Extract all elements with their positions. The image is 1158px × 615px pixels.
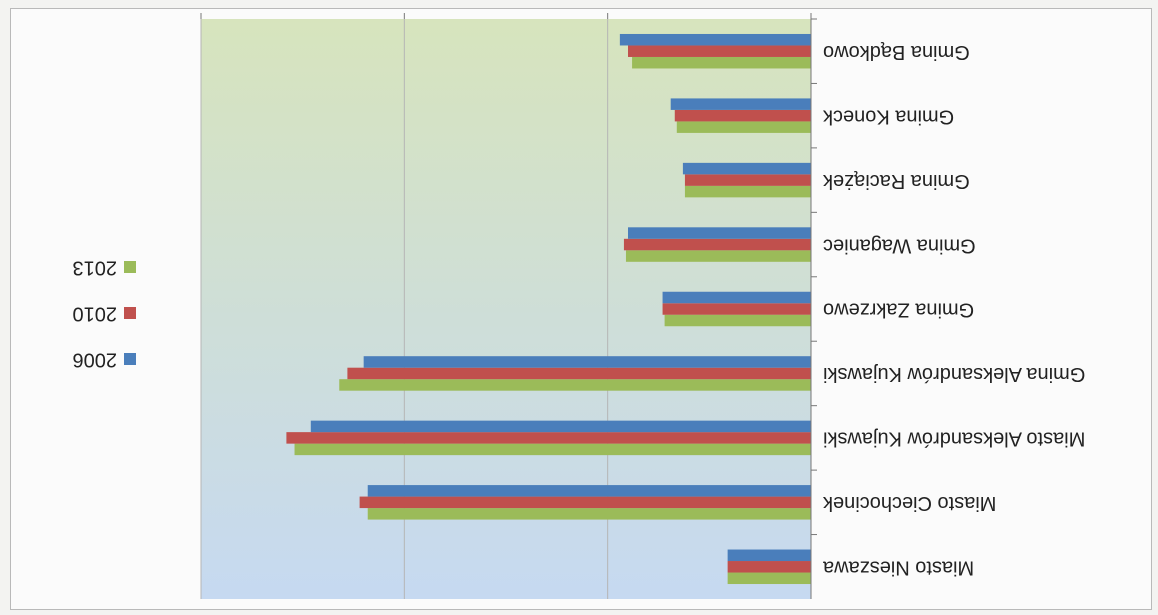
legend-label-2006: 2006 — [73, 349, 118, 371]
x-tick-labels: 0 5000 10000 15000 — [170, 9, 817, 11]
x-tick-label-15000: 15000 — [170, 9, 231, 11]
bar-2006-9 — [727, 549, 811, 562]
bar-2010-5 — [662, 303, 811, 315]
bar-2013-5 — [664, 314, 811, 327]
x-tick-label-10000: 10000 — [374, 9, 435, 11]
bar-2013-7 — [294, 443, 811, 456]
bar-2013-8 — [367, 508, 811, 520]
bar-2006-4 — [628, 227, 811, 239]
bar-2006-2 — [670, 98, 811, 110]
bar-2010-8 — [359, 496, 811, 509]
bar-2006-7 — [310, 420, 811, 433]
bar-2006-8 — [367, 485, 811, 497]
category-label-4: Gmina Waganiec — [823, 234, 976, 256]
legend: 2006 2010 2013 — [73, 257, 136, 371]
legend-label-2010: 2010 — [73, 303, 118, 325]
bar-2013-4 — [625, 250, 811, 262]
bar-2006-6 — [363, 356, 811, 368]
x-tick-label-5000: 5000 — [583, 9, 632, 11]
axes — [200, 13, 817, 599]
bar-chart: 0 5000 10000 15000 Gmina Bądkowo Gmina Konec… — [73, 9, 1085, 599]
legend-swatch-2013 — [124, 261, 136, 273]
category-label-5: Gmina Zakrzewo — [823, 299, 974, 321]
x-tick-label-0: 0 — [805, 9, 817, 11]
bar-2013-2 — [676, 121, 811, 133]
category-label-6: Gmina Aleksandrów Kujawski — [823, 363, 1085, 385]
bar-2006-1 — [619, 33, 811, 46]
category-label-3: Gmina Raciążek — [822, 170, 970, 192]
bars — [286, 33, 811, 585]
bar-2010-9 — [727, 561, 811, 573]
bar-2010-2 — [674, 109, 811, 122]
category-label-1: Gmina Bądkowo — [823, 41, 970, 63]
bar-2010-1 — [628, 45, 811, 57]
bar-2006-3 — [682, 162, 811, 175]
legend-swatch-2006 — [124, 353, 136, 365]
bar-2006-5 — [662, 291, 811, 304]
bar-2010-4 — [623, 238, 811, 251]
bar-2013-1 — [632, 56, 811, 69]
bar-2013-6 — [339, 379, 811, 391]
bar-2010-3 — [684, 174, 811, 186]
category-label-7: Miasto Aleksandrów Kujawski — [823, 428, 1085, 450]
category-label-2: Gmina Koneck — [822, 105, 954, 127]
bar-2010-6 — [347, 367, 811, 380]
bar-2010-7 — [286, 432, 811, 444]
chart-frame: 0 5000 10000 15000 Gmina Bądkowo Gmina Konec… — [10, 8, 1152, 610]
legend-swatch-2010 — [124, 307, 136, 319]
category-label-9: Miasto Nieszawa — [822, 556, 974, 578]
bar-2013-9 — [727, 572, 811, 585]
category-labels: Gmina Bądkowo Gmina Koneck Gmina Raciążek G… — [822, 41, 1085, 579]
category-label-8: Miasto Ciechocinek — [822, 492, 996, 514]
bar-2013-3 — [684, 185, 811, 198]
legend-label-2013: 2013 — [73, 257, 118, 279]
